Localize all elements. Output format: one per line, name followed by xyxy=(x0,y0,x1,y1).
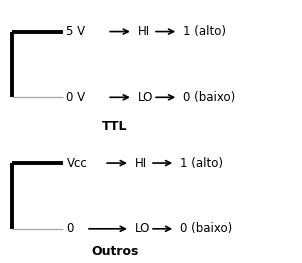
Text: HI: HI xyxy=(134,156,146,170)
Text: 0: 0 xyxy=(66,222,74,235)
Text: 1 (alto): 1 (alto) xyxy=(180,156,223,170)
Text: LO: LO xyxy=(134,222,150,235)
Text: 5 V: 5 V xyxy=(66,25,85,38)
Text: Outros: Outros xyxy=(91,245,138,258)
Text: LO: LO xyxy=(137,91,153,104)
Text: 1 (alto): 1 (alto) xyxy=(183,25,226,38)
Text: TTL: TTL xyxy=(102,120,127,133)
Text: 0 (baixo): 0 (baixo) xyxy=(180,222,232,235)
Text: HI: HI xyxy=(137,25,149,38)
Text: Vcc: Vcc xyxy=(66,156,87,170)
Text: 0 V: 0 V xyxy=(66,91,85,104)
Text: 0 (baixo): 0 (baixo) xyxy=(183,91,235,104)
